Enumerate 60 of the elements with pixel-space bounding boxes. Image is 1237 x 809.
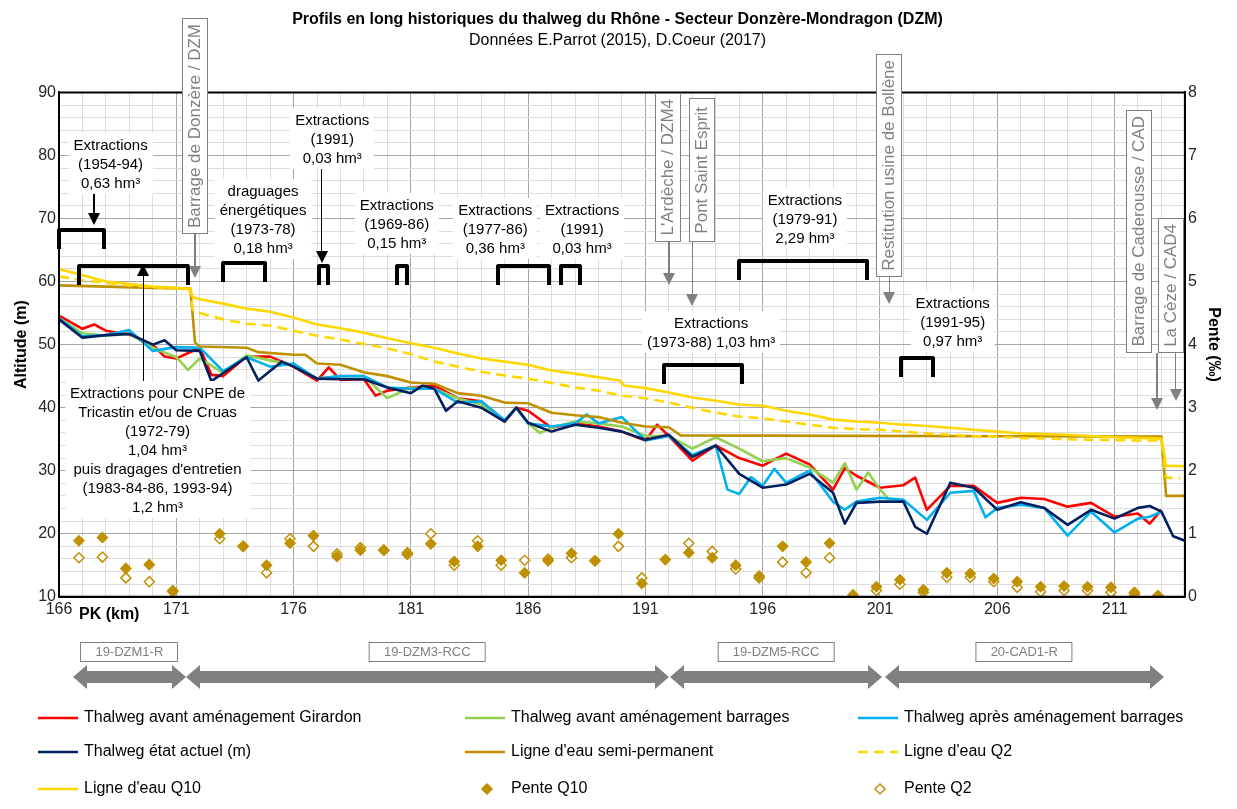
legend-label: Thalweg avant aménagement Girardon <box>84 708 362 726</box>
x-tick-label: 181 <box>397 599 425 617</box>
y2-tick-label: 6 <box>1187 208 1197 226</box>
y2-tick-label: 0 <box>1187 587 1197 605</box>
text: 20-CAD1-R <box>975 641 1073 662</box>
y-tick-label: 80 <box>38 145 57 163</box>
y2-tick-label: 1 <box>1187 524 1197 542</box>
legend-label: Thalweg avant aménagement barrages <box>511 708 790 726</box>
y2-axis-title: Pente (‰) <box>1205 307 1223 382</box>
y-tick-label: 50 <box>38 335 57 353</box>
x-tick-label: 171 <box>162 599 190 617</box>
annotation: Extractions (1977-86) 0,36 hm³ <box>453 198 538 260</box>
y-tick-label: 40 <box>38 398 57 416</box>
y-tick-label: 90 <box>38 82 57 100</box>
legend-label: Thalweg après aménagement barrages <box>904 708 1184 726</box>
annotation: Extractions (1954-94) 0,63 hm³ <box>68 132 153 194</box>
text: 19-DZM3-RCC <box>368 641 486 662</box>
annotation: L'Ardèche / DZM4 <box>657 99 678 236</box>
legend-label: Thalweg état actuel (m) <box>84 742 252 760</box>
annotation: Extractions (1979-91) 2,29 hm³ <box>762 188 848 250</box>
chart-subtitle: Données E.Parrot (2015), D.Coeur (2017) <box>468 31 767 49</box>
text: 19-DZM1-R <box>80 641 179 662</box>
y-tick-label: 30 <box>38 461 57 479</box>
y2-tick-label: 5 <box>1187 271 1197 289</box>
legend-label: Ligne d'eau semi-permanent <box>511 742 714 760</box>
annotation: Barrage de Caderousse / CAD <box>1129 116 1150 347</box>
y2-tick-label: 8 <box>1187 82 1197 100</box>
annotation: Extractions pour CNPE de Tricastin et/ou de Cruas (1972-79) 1,04 hm³ puis dragages d'entretien (1983-84-86, 1993-94) 1,2 hm³ <box>64 381 251 519</box>
annotation: Extractions (1991) 0,03 hm³ <box>539 198 625 260</box>
y2-tick-label: 3 <box>1187 398 1197 416</box>
y2-tick-label: 4 <box>1187 335 1197 353</box>
annotation: Barrage de Donzère / DZM <box>185 23 206 228</box>
annotation: Restitution usine de Bollène <box>879 59 900 271</box>
legend-label: Pente Q10 <box>511 779 588 797</box>
y2-tick-label: 7 <box>1187 145 1197 163</box>
annotation: Extractions (1991) 0,03 hm³ <box>290 108 375 170</box>
chart-title: Profils en long historiques du thalweg du Rhône - Secteur Donzère-Mondragon (DZM) <box>292 10 943 28</box>
x-tick-label: 176 <box>280 599 308 617</box>
x-tick-label: 201 <box>866 599 894 617</box>
x-tick-label: 186 <box>514 599 542 617</box>
legend-label: Pente Q2 <box>904 779 972 797</box>
x-tick-label: 196 <box>749 599 777 617</box>
annotation: draguages énergétiques (1973-78) 0,18 hm³ <box>214 179 312 260</box>
annotation: Extractions (1969-86) 0,15 hm³ <box>354 193 439 255</box>
y2-tick-label: 2 <box>1187 461 1197 479</box>
text: 19-DZM5-RCC <box>717 641 835 662</box>
x-axis-title: PK (km) <box>79 605 140 623</box>
y-axis-title: Altitude (m) <box>12 300 30 390</box>
legend-label: Ligne d'eau Q2 <box>904 742 1013 760</box>
x-tick-label: 211 <box>1101 599 1128 617</box>
x-tick-label: 206 <box>983 599 1011 617</box>
annotation: Extractions (1973-88) 1,03 hm³ <box>641 311 781 354</box>
y-tick-label: 60 <box>38 271 57 289</box>
annotation: La Cèze / CAD4 <box>1160 223 1181 347</box>
annotation: Extractions (1991-95) 0,97 hm³ <box>910 290 995 352</box>
legend-label: Ligne d'eau Q10 <box>84 779 202 797</box>
y-tick-label: 20 <box>38 524 57 542</box>
x-tick-label: 191 <box>632 599 659 617</box>
y-tick-label: 70 <box>38 208 57 226</box>
annotation: Pont Saint Esprit <box>691 106 712 234</box>
